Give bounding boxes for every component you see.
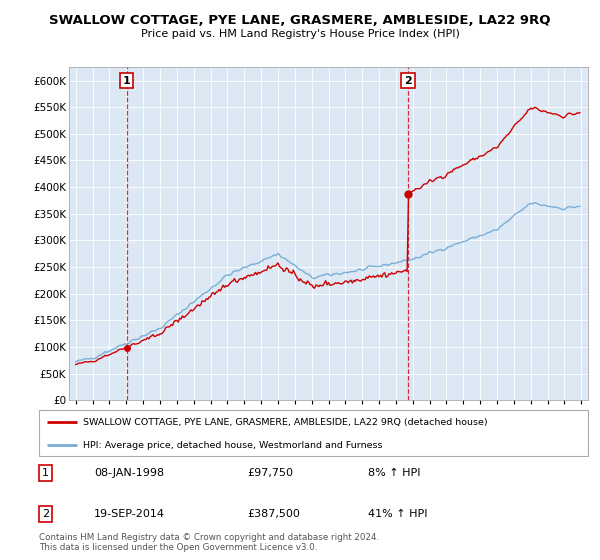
Text: £97,750: £97,750 (248, 468, 293, 478)
Text: This data is licensed under the Open Government Licence v3.0.: This data is licensed under the Open Gov… (39, 543, 317, 552)
Text: 19-SEP-2014: 19-SEP-2014 (94, 509, 165, 519)
Text: 2: 2 (42, 509, 49, 519)
FancyBboxPatch shape (39, 410, 588, 456)
Text: 2: 2 (404, 76, 412, 86)
Text: Contains HM Land Registry data © Crown copyright and database right 2024.: Contains HM Land Registry data © Crown c… (39, 533, 379, 542)
Text: 8% ↑ HPI: 8% ↑ HPI (368, 468, 421, 478)
Text: 1: 1 (123, 76, 131, 86)
Text: Price paid vs. HM Land Registry's House Price Index (HPI): Price paid vs. HM Land Registry's House … (140, 29, 460, 39)
Text: 41% ↑ HPI: 41% ↑ HPI (368, 509, 428, 519)
Text: £387,500: £387,500 (248, 509, 301, 519)
Text: 1: 1 (42, 468, 49, 478)
Text: 08-JAN-1998: 08-JAN-1998 (94, 468, 164, 478)
Text: HPI: Average price, detached house, Westmorland and Furness: HPI: Average price, detached house, West… (83, 441, 382, 450)
Text: SWALLOW COTTAGE, PYE LANE, GRASMERE, AMBLESIDE, LA22 9RQ (detached house): SWALLOW COTTAGE, PYE LANE, GRASMERE, AMB… (83, 418, 488, 427)
Text: SWALLOW COTTAGE, PYE LANE, GRASMERE, AMBLESIDE, LA22 9RQ: SWALLOW COTTAGE, PYE LANE, GRASMERE, AMB… (49, 14, 551, 27)
